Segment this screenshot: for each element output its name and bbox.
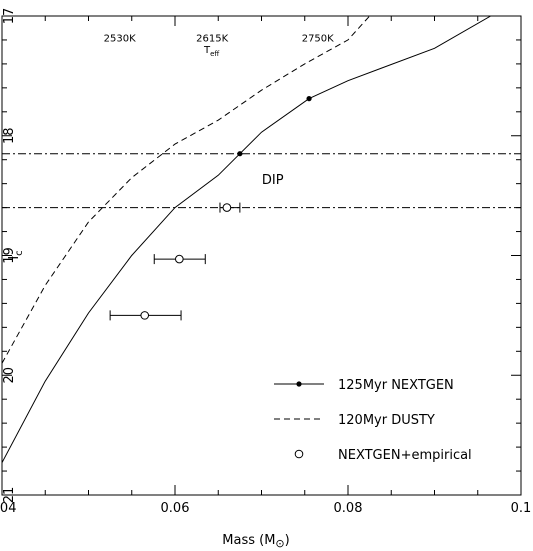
reference-lines: [2, 153, 521, 209]
legend-label-dusty: 120Myr DUSTY: [338, 413, 435, 428]
series-markers: [109, 96, 312, 321]
dusty-curve: [2, 16, 370, 364]
teff-symbol: T: [203, 45, 211, 56]
series-lines: [2, 16, 491, 463]
nextgen-curve: [2, 16, 491, 463]
teff-subscript: eff: [210, 50, 219, 58]
x-axis-label-sub: ⊙: [275, 537, 284, 550]
legend-label-nextgen: 125Myr NEXTGEN: [338, 378, 454, 393]
empirical-point: [175, 254, 184, 264]
y-tick-label: 21: [2, 487, 17, 504]
nextgen-point: [306, 96, 312, 102]
y-tick-label: 18: [2, 127, 17, 144]
teff-label: Teff: [203, 45, 219, 58]
legend-marker-empirical: [294, 449, 304, 459]
dip-label: DIP: [262, 173, 284, 188]
legend: 125Myr NEXTGEN 120Myr DUSTY NEXTGEN+empi…: [274, 378, 472, 463]
x-tick-label: 0.06: [161, 501, 190, 516]
plot-frame: [1, 15, 522, 496]
x-tick-labels: 0.04 0.06 0.08 0.1: [0, 501, 531, 516]
y-axis-label: Ic: [7, 250, 25, 259]
empirical-point: [222, 203, 232, 212]
annotations: DIP 2530K 2615K 2750K: [104, 34, 335, 188]
x-axis-label-close: ): [285, 533, 290, 548]
y-tick-labels: 17 18 19 20 21: [2, 8, 17, 504]
x-axis-label: Mass (M⊙): [222, 533, 289, 550]
x-tick-label: 0.04: [0, 501, 16, 516]
legend-label-empirical: NEXTGEN+empirical: [338, 448, 472, 463]
legend-marker-nextgen: [296, 381, 302, 387]
x-axis-label-text: Mass (M: [222, 533, 275, 548]
teff-annotation: 2530K: [104, 34, 136, 45]
y-axis-label-sub: c: [14, 250, 25, 256]
tick-marks: [1, 15, 522, 496]
y-axis-label-text: I: [7, 256, 22, 260]
y-tick-label: 19: [2, 247, 17, 264]
nextgen-point: [237, 151, 243, 157]
y-tick-label: 20: [2, 367, 17, 384]
teff-annotation: 2750K: [302, 34, 334, 45]
x-tick-label: 0.08: [334, 501, 363, 516]
x-tick-label: 0.1: [511, 501, 532, 516]
y-tick-label: 17: [2, 8, 17, 25]
empirical-point: [140, 311, 150, 320]
teff-annotation: 2615K: [196, 34, 228, 45]
